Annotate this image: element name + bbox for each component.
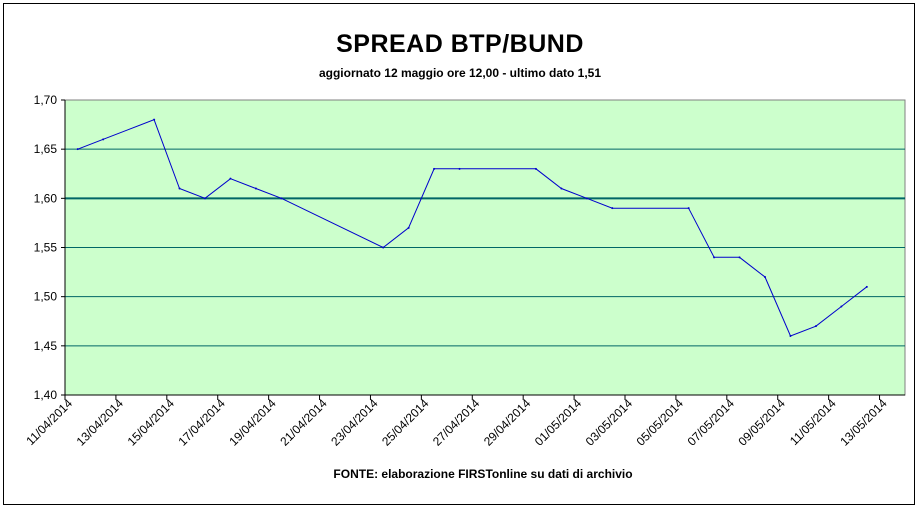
data-point <box>713 256 716 259</box>
chart-subtitle: aggiornato 12 maggio ore 12,00 - ultimo … <box>318 66 602 80</box>
x-tick-label: 07/05/2014 <box>685 396 738 449</box>
y-tick-label: 1,55 <box>34 241 58 255</box>
data-point <box>865 285 868 288</box>
data-point <box>254 187 257 190</box>
data-point <box>611 207 614 210</box>
data-point <box>840 305 843 308</box>
y-tick-label: 1,50 <box>34 290 58 304</box>
data-point <box>789 335 792 337</box>
x-tick-label: 27/04/2014 <box>430 396 483 449</box>
chart-source: FONTE: elaborazione FIRSTonline su dati … <box>333 467 633 481</box>
x-tick-label: 21/04/2014 <box>277 396 330 449</box>
data-point <box>814 325 817 328</box>
x-tick-label: 11/04/2014 <box>23 396 75 448</box>
data-point <box>382 246 385 249</box>
x-tick-label: 11/05/2014 <box>787 396 839 448</box>
data-point <box>458 167 461 170</box>
x-tick-label: 15/04/2014 <box>125 396 178 449</box>
x-tick-label: 13/05/2014 <box>837 396 890 449</box>
x-tick-label: 05/05/2014 <box>634 396 687 449</box>
data-point <box>738 256 741 259</box>
data-point <box>153 118 156 121</box>
x-tick-label: 03/05/2014 <box>583 396 636 449</box>
data-point <box>585 197 588 200</box>
data-point <box>560 187 563 190</box>
data-point <box>76 148 79 151</box>
x-tick-label: 17/04/2014 <box>175 396 228 449</box>
data-point <box>407 226 410 229</box>
y-tick-label: 1,70 <box>34 93 58 107</box>
x-tick-label: 19/04/2014 <box>226 396 279 449</box>
x-tick-label: 13/04/2014 <box>74 396 127 449</box>
x-tick-label: 29/04/2014 <box>481 396 534 449</box>
data-point <box>280 197 283 200</box>
data-point <box>687 207 690 210</box>
x-tick-label: 09/05/2014 <box>735 396 788 449</box>
data-point <box>178 187 181 190</box>
data-point <box>534 167 537 170</box>
x-tick-label: 23/04/2014 <box>328 396 381 449</box>
x-tick-label: 25/04/2014 <box>379 396 432 449</box>
chart-title: SPREAD BTP/BUND <box>336 30 584 58</box>
data-point <box>102 138 105 141</box>
y-tick-label: 1,40 <box>34 388 58 402</box>
data-point <box>433 167 436 170</box>
spread-series-line <box>77 119 868 337</box>
y-tick-label: 1,60 <box>34 191 58 205</box>
y-tick-label: 1,45 <box>34 339 58 353</box>
data-point <box>764 276 766 278</box>
data-point <box>204 197 206 200</box>
data-point <box>229 177 232 180</box>
x-tick-label: 01/05/2014 <box>532 396 585 449</box>
y-tick-label: 1,65 <box>34 142 58 156</box>
